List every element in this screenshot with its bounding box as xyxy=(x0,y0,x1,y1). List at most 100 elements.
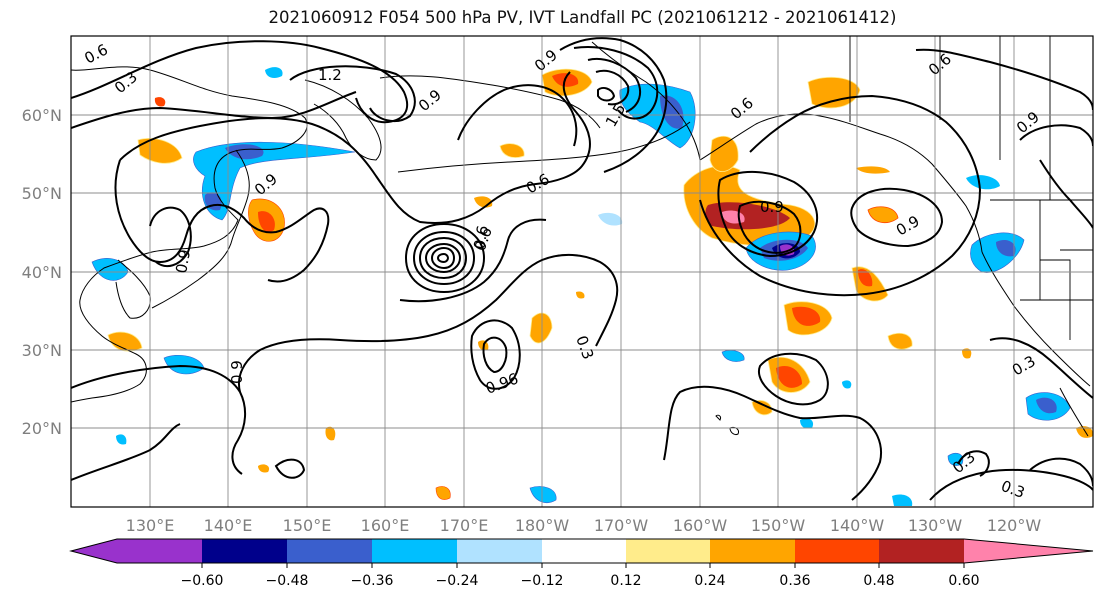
contour-3 xyxy=(71,91,357,129)
borders xyxy=(849,36,1093,340)
coastlines xyxy=(71,41,1091,437)
lon-label: 150°E xyxy=(283,516,332,535)
pos-anomaly-goa-north xyxy=(709,135,739,173)
pos-anomaly-sub-3 xyxy=(529,312,553,344)
coast-asia xyxy=(71,66,308,403)
shaded-anomalies xyxy=(91,67,1093,506)
pos-anomaly-small-2 xyxy=(499,143,525,158)
map-background xyxy=(71,36,1093,507)
neg-anomaly-sub-1 xyxy=(721,350,745,362)
colorbar-segment xyxy=(626,539,710,563)
lon-label: 140°E xyxy=(204,516,253,535)
contour-23 xyxy=(699,94,982,297)
pv-contours xyxy=(71,37,1093,501)
colorbar-segment xyxy=(202,539,287,563)
contour-25 xyxy=(915,48,1093,111)
lon-label: 170°E xyxy=(440,516,489,535)
contour-26 xyxy=(1019,124,1093,147)
pos-anomaly-sub-9 xyxy=(1076,426,1093,438)
map-frame xyxy=(70,35,1094,508)
neg-anomaly-kamchatka-small xyxy=(265,67,283,78)
colorbar-tick-label: −0.48 xyxy=(266,573,309,589)
contour-16 xyxy=(470,319,521,390)
colorbar-tick-label: 0.48 xyxy=(863,573,894,589)
colorbar-segment xyxy=(542,539,626,563)
lon-label: 140°W xyxy=(830,516,885,535)
contour-2 xyxy=(289,65,416,123)
contour-20 xyxy=(758,352,829,406)
lon-label: 130°E xyxy=(126,516,175,535)
colorbar-tick-label: 0.12 xyxy=(610,573,641,589)
colorbar-segment xyxy=(795,539,879,563)
colorbar: −0.60 −0.48 −0.36 −0.24 −0.12 0.12 0.24 … xyxy=(69,538,1094,589)
contour-28 xyxy=(989,337,1093,399)
neg-anomaly-okhotsk-core xyxy=(204,144,264,211)
pos-anomaly-alaska xyxy=(807,76,861,109)
colorbar-segment xyxy=(117,539,202,563)
contour-1 xyxy=(71,40,409,124)
colorbar-tick-label: 0.36 xyxy=(779,573,810,589)
contour-vortex-6 xyxy=(436,252,450,264)
lon-labels: 130°E 140°E 150°E 160°E 170°E 180°W 170°… xyxy=(126,516,1042,535)
lon-label: 170°W xyxy=(594,516,649,535)
contour-30 xyxy=(957,450,990,477)
colorbar-tick-label: −0.12 xyxy=(521,573,564,589)
contour-4 xyxy=(119,71,591,224)
neg-anomaly-ca-coast-1-core xyxy=(996,239,1016,257)
pos-anomaly-china xyxy=(107,331,143,352)
contour-29 xyxy=(929,468,1093,501)
contour-label: 0.6 xyxy=(470,224,492,251)
colorbar-outline xyxy=(69,538,1094,564)
coast-baja xyxy=(1059,387,1089,437)
colorbar-tick-label: 0.24 xyxy=(694,573,725,589)
lon-label: 160°E xyxy=(361,516,410,535)
colorbar-tick-label: 0.60 xyxy=(948,573,979,589)
neg-anomaly-bc-coast xyxy=(966,175,1000,190)
contour-vortex-1 xyxy=(404,222,486,294)
lat-label: 60°N xyxy=(22,106,62,125)
colorbar-ticks xyxy=(201,563,965,568)
coast-chukotka xyxy=(379,75,601,129)
lat-label: 20°N xyxy=(22,419,62,438)
pos-anomaly-sub-8 xyxy=(325,426,336,441)
lon-label: 120°W xyxy=(987,516,1042,535)
lat-label: 40°N xyxy=(22,263,62,282)
coast-korea xyxy=(115,259,151,319)
pos-anomaly-sub-2-core xyxy=(776,365,802,388)
pos-anomaly-goa-core xyxy=(705,202,790,230)
colorbar-extend-left xyxy=(71,539,117,563)
neg-anomaly-sub-6 xyxy=(116,434,127,445)
neg-anomaly-sub-2 xyxy=(800,418,814,429)
pos-anomaly-sub-1-core xyxy=(792,306,821,326)
contour-11 xyxy=(149,206,192,268)
coast-kamchatka xyxy=(304,79,382,161)
contour-9 xyxy=(559,37,668,173)
contour-vortex-5 xyxy=(430,246,456,270)
pos-anomaly-japan-core xyxy=(258,211,275,232)
lon-label: 130°W xyxy=(908,516,963,535)
coast-aleutians xyxy=(397,121,691,173)
contour-label: 0.9 xyxy=(228,360,246,384)
contour-label: 0.9 xyxy=(760,198,784,216)
pos-anomaly-sub-7 xyxy=(258,464,270,473)
colorbar-tick-label: −0.24 xyxy=(436,573,479,589)
pos-anomaly-sub-10 xyxy=(962,348,972,359)
contour-19 xyxy=(663,385,882,501)
contour-17 xyxy=(482,336,508,374)
lat-label: 30°N xyxy=(22,341,62,360)
colorbar-tick-label: −0.36 xyxy=(351,573,394,589)
colorbar-segment xyxy=(710,539,795,563)
pos-anomaly-sub-6 xyxy=(435,486,451,500)
pos-anomaly-sub-4 xyxy=(887,332,913,350)
contour-5 xyxy=(457,84,578,147)
contour-14 xyxy=(71,423,181,481)
colorbar-segment xyxy=(879,539,964,563)
contour-8 xyxy=(595,69,630,106)
lat-label: 50°N xyxy=(22,184,62,203)
coast-alaska-gulf xyxy=(699,113,983,253)
contour-12 xyxy=(71,364,246,475)
colorbar-labels: −0.60 −0.48 −0.36 −0.24 −0.12 0.12 0.24 … xyxy=(181,573,980,589)
lat-labels: 60°N 50°N 40°N 30°N 20°N xyxy=(22,106,62,438)
neg-anomaly-small-4 xyxy=(598,212,623,226)
